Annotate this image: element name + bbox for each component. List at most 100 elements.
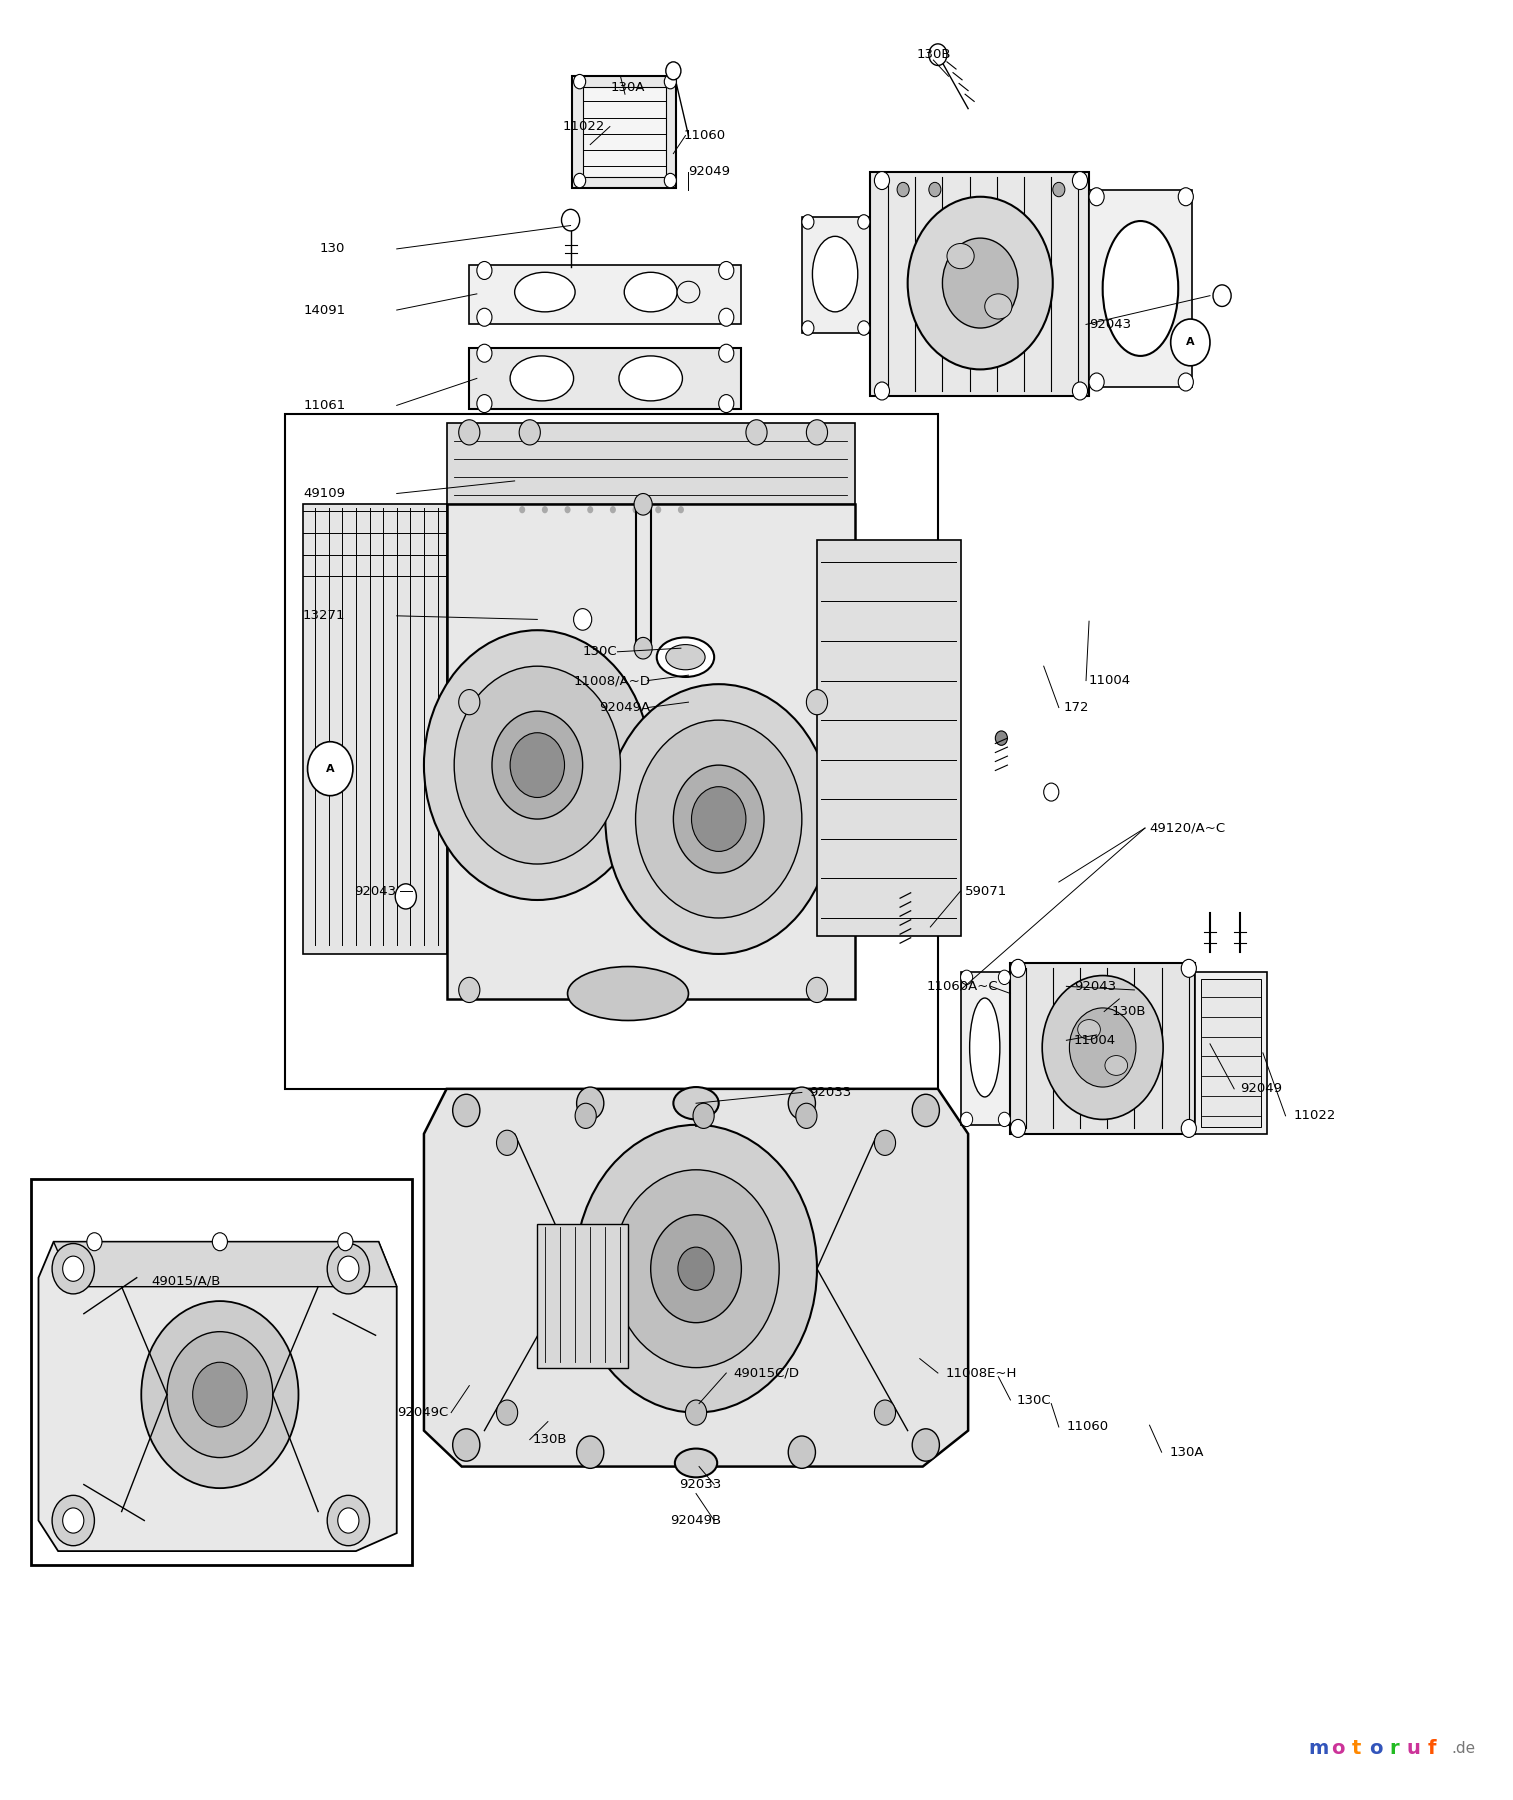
Ellipse shape: [666, 644, 705, 670]
Circle shape: [806, 419, 828, 445]
Circle shape: [141, 1301, 298, 1489]
Circle shape: [719, 394, 734, 412]
Circle shape: [510, 733, 564, 797]
Circle shape: [519, 470, 525, 477]
Circle shape: [51, 1496, 94, 1546]
Circle shape: [634, 493, 652, 515]
Circle shape: [575, 1103, 596, 1129]
Circle shape: [678, 452, 684, 459]
Circle shape: [1042, 976, 1163, 1120]
Circle shape: [610, 452, 616, 459]
Bar: [284, 414, 938, 1089]
Text: 11022: 11022: [563, 121, 605, 133]
Circle shape: [1011, 959, 1026, 977]
Circle shape: [86, 1233, 101, 1251]
Polygon shape: [1011, 963, 1195, 1134]
Circle shape: [564, 470, 570, 477]
Circle shape: [542, 470, 548, 477]
Polygon shape: [1089, 189, 1192, 387]
Circle shape: [1070, 1008, 1136, 1087]
Circle shape: [802, 214, 814, 229]
Circle shape: [337, 1233, 353, 1251]
Circle shape: [788, 1436, 816, 1469]
Circle shape: [691, 787, 746, 851]
Circle shape: [875, 1130, 896, 1156]
Ellipse shape: [673, 1087, 719, 1120]
Circle shape: [424, 630, 651, 900]
Circle shape: [454, 666, 620, 864]
Text: 92049B: 92049B: [670, 1514, 722, 1526]
Circle shape: [678, 506, 684, 513]
Circle shape: [166, 1332, 272, 1458]
Ellipse shape: [947, 243, 974, 268]
Text: 92043: 92043: [1089, 319, 1132, 331]
Circle shape: [1179, 373, 1194, 391]
Text: 130B: 130B: [915, 49, 950, 61]
Text: u: u: [1407, 1739, 1421, 1759]
Circle shape: [477, 308, 492, 326]
Circle shape: [575, 1125, 817, 1413]
Circle shape: [875, 171, 890, 189]
Circle shape: [395, 884, 416, 909]
Text: 92049: 92049: [1241, 1082, 1282, 1096]
Polygon shape: [507, 437, 688, 522]
Text: 130B: 130B: [1112, 1004, 1147, 1019]
Circle shape: [806, 689, 828, 715]
Circle shape: [632, 452, 638, 459]
Circle shape: [587, 506, 593, 513]
Circle shape: [912, 1429, 940, 1462]
Circle shape: [655, 506, 661, 513]
Circle shape: [912, 1094, 940, 1127]
Circle shape: [806, 977, 828, 1003]
Ellipse shape: [619, 356, 682, 401]
Text: 92033: 92033: [809, 1085, 852, 1100]
Ellipse shape: [970, 997, 1000, 1096]
Circle shape: [307, 742, 353, 796]
Bar: [537, 1224, 628, 1368]
Circle shape: [1213, 284, 1232, 306]
Bar: [30, 1179, 412, 1566]
Circle shape: [519, 506, 525, 513]
Circle shape: [666, 61, 681, 79]
Circle shape: [542, 452, 548, 459]
Text: 130A: 130A: [611, 81, 645, 94]
Text: 11060: 11060: [684, 130, 726, 142]
Circle shape: [746, 419, 767, 445]
Circle shape: [1182, 959, 1197, 977]
Circle shape: [999, 970, 1011, 985]
Circle shape: [788, 1087, 816, 1120]
Ellipse shape: [675, 1449, 717, 1478]
Circle shape: [655, 488, 661, 495]
Circle shape: [632, 488, 638, 495]
Circle shape: [605, 684, 832, 954]
Text: A: A: [325, 763, 334, 774]
Circle shape: [564, 452, 570, 459]
Circle shape: [62, 1508, 83, 1534]
Circle shape: [452, 1094, 480, 1127]
Bar: [446, 504, 855, 999]
Text: 49109: 49109: [303, 488, 345, 500]
Text: r: r: [1389, 1739, 1400, 1759]
Text: 130B: 130B: [533, 1433, 567, 1445]
Circle shape: [51, 1244, 94, 1294]
Circle shape: [943, 238, 1018, 328]
Circle shape: [458, 977, 480, 1003]
Circle shape: [897, 182, 909, 196]
Circle shape: [1011, 1120, 1026, 1138]
Circle shape: [664, 74, 676, 88]
Circle shape: [1179, 187, 1194, 205]
Ellipse shape: [625, 272, 678, 311]
Text: 92049A: 92049A: [599, 700, 651, 715]
Text: 11008/A~D: 11008/A~D: [573, 673, 651, 688]
Circle shape: [1044, 783, 1059, 801]
Circle shape: [664, 173, 676, 187]
Circle shape: [561, 209, 579, 230]
Circle shape: [875, 1400, 896, 1426]
Text: 92033: 92033: [679, 1478, 722, 1490]
Text: 172: 172: [1064, 700, 1089, 715]
Circle shape: [452, 1429, 480, 1462]
Text: f: f: [1428, 1739, 1436, 1759]
Polygon shape: [522, 605, 719, 634]
Bar: [583, 86, 666, 176]
Text: 11061: 11061: [303, 400, 345, 412]
